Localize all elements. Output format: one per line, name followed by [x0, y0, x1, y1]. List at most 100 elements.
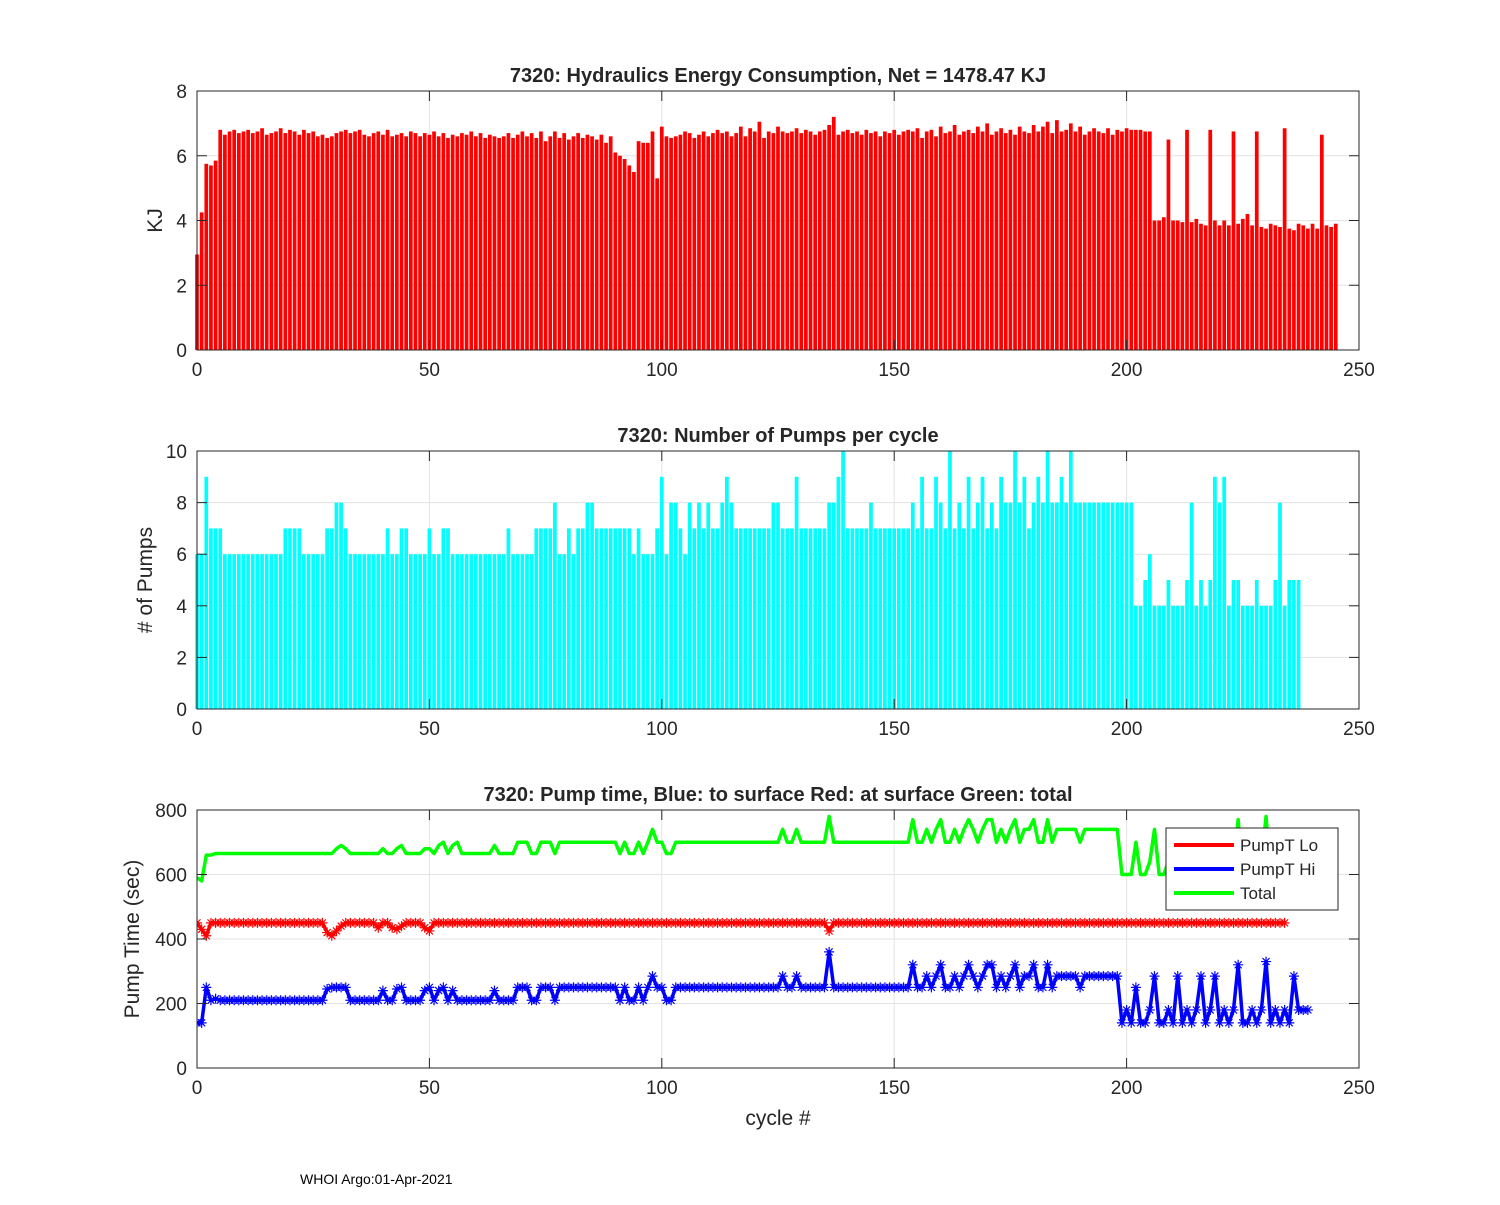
bar: [511, 554, 515, 709]
bar: [1259, 605, 1264, 709]
bar: [1185, 129, 1189, 350]
bar: [952, 124, 957, 351]
bar: [223, 554, 227, 709]
data-point: [773, 982, 783, 993]
bar: [1189, 222, 1194, 350]
bar: [822, 528, 827, 709]
bar: [725, 476, 729, 709]
bar: [706, 136, 711, 350]
bar: [274, 131, 278, 350]
bar: [585, 502, 590, 709]
bar: [1073, 131, 1078, 350]
bar: [673, 502, 678, 709]
data-point: [522, 982, 533, 993]
bar: [571, 554, 576, 709]
bar: [1315, 228, 1320, 350]
data-point: [1209, 971, 1220, 982]
bar: [752, 528, 757, 709]
bar: [594, 528, 599, 709]
bar: [329, 528, 334, 709]
bar: [1022, 476, 1027, 709]
bar: [655, 178, 660, 350]
bar: [915, 128, 920, 350]
data-point: [336, 921, 347, 932]
bar: [1278, 502, 1282, 709]
bar: [506, 528, 511, 709]
data-point: [1242, 1017, 1253, 1028]
data-point: [1247, 1004, 1258, 1015]
bar: [418, 136, 422, 350]
data-point: [931, 971, 942, 982]
bar: [404, 528, 409, 709]
bar: [1240, 605, 1245, 709]
data-point: [1233, 959, 1244, 970]
bar: [678, 528, 683, 709]
bar: [711, 133, 715, 350]
x-tick-label: 0: [192, 1078, 203, 1099]
bar: [1180, 605, 1185, 709]
bar: [557, 137, 562, 350]
bar: [1152, 220, 1157, 350]
bar: [408, 131, 413, 350]
bar: [236, 554, 241, 709]
data-point: [433, 985, 444, 996]
bar: [785, 133, 790, 350]
data-point: [777, 971, 788, 982]
data-point: [419, 922, 430, 933]
bar: [1082, 134, 1087, 350]
bar: [1022, 131, 1027, 350]
bar: [910, 131, 915, 350]
bar: [1050, 502, 1055, 709]
bar: [1166, 139, 1171, 350]
bar: [501, 554, 506, 709]
bar: [1031, 502, 1036, 709]
bar: [608, 528, 613, 709]
bar: [980, 131, 985, 350]
bar: [776, 126, 780, 350]
bar: [994, 131, 999, 350]
bar: [511, 137, 515, 350]
bar: [910, 502, 915, 709]
data-point: [642, 982, 653, 993]
bar: [218, 129, 223, 350]
bar: [859, 134, 864, 350]
bar: [1068, 123, 1073, 350]
bar: [1087, 502, 1092, 709]
bar: [1171, 220, 1175, 350]
bar: [859, 528, 864, 709]
bar: [292, 131, 297, 350]
bar: [692, 528, 697, 709]
bar: [794, 476, 799, 709]
bar: [1036, 131, 1041, 350]
bar: [1194, 218, 1199, 350]
bar: [915, 528, 920, 709]
bar: [887, 133, 892, 350]
bar: [659, 126, 664, 350]
bar: [627, 528, 632, 709]
bar: [1259, 226, 1264, 350]
data-point: [201, 982, 212, 993]
data-point: [1279, 1004, 1290, 1015]
bar: [599, 528, 604, 709]
bar: [1296, 223, 1301, 350]
bar: [901, 528, 906, 709]
bar: [534, 528, 539, 709]
bar: [985, 528, 990, 709]
data-point: [963, 959, 974, 970]
bar: [1055, 502, 1059, 709]
bar: [697, 502, 701, 709]
bar: [1222, 476, 1227, 709]
y-axis-label: Pump Time (sec): [121, 860, 144, 1019]
bar: [757, 121, 762, 350]
data-point: [1270, 1004, 1281, 1015]
data-point: [991, 982, 1002, 993]
y-tick-label: 6: [176, 147, 187, 168]
bar: [455, 554, 460, 709]
bar: [292, 528, 297, 709]
bar: [924, 528, 929, 709]
bar: [199, 554, 204, 709]
bar: [1055, 120, 1059, 350]
bar: [264, 134, 269, 350]
bar: [957, 134, 962, 350]
